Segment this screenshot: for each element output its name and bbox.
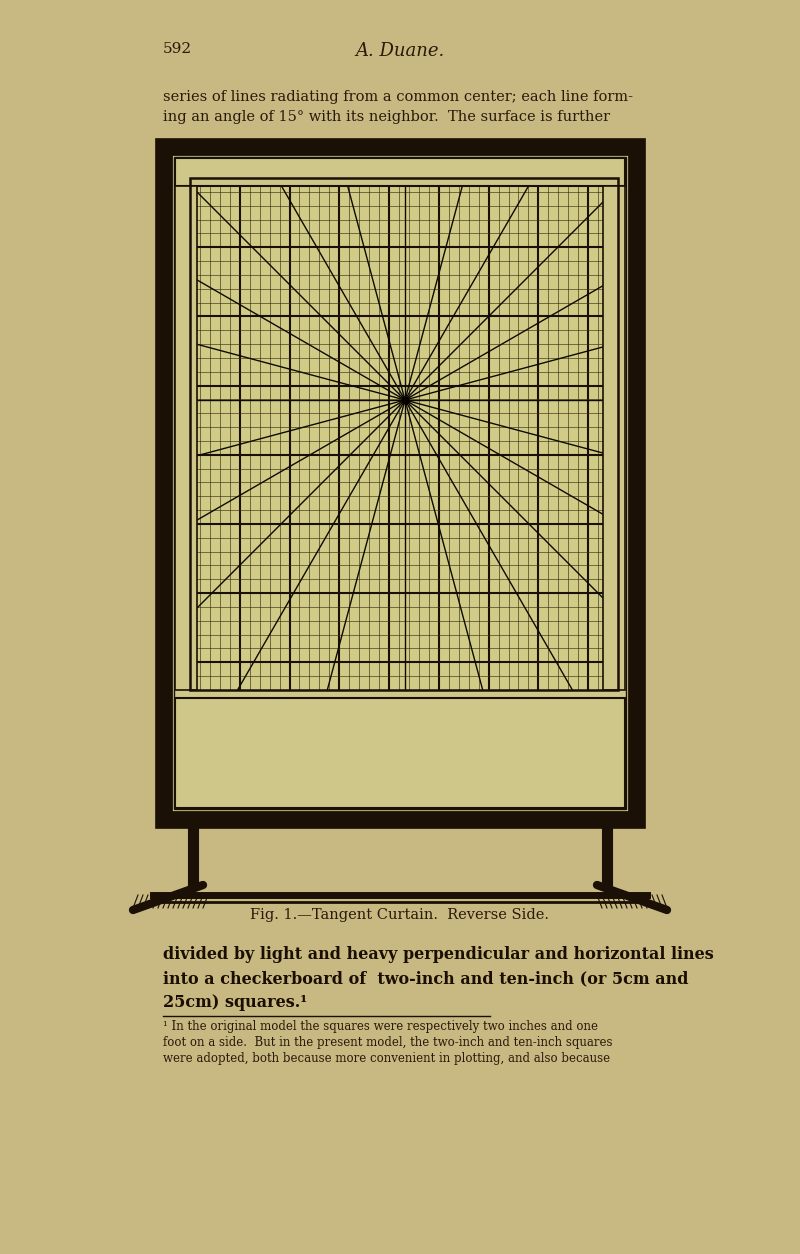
Bar	[175, 186, 197, 690]
Text: A. Duane.: A. Duane.	[355, 41, 445, 60]
Text: 592: 592	[163, 41, 192, 56]
Bar	[190, 178, 618, 690]
Bar	[190, 178, 618, 690]
Text: Fig. 1.—Tangent Curtain.  Reverse Side.: Fig. 1.—Tangent Curtain. Reverse Side.	[250, 908, 550, 922]
Bar	[163, 145, 637, 820]
Text: foot on a side.  But in the present model, the two-inch and ten-inch squares: foot on a side. But in the present model…	[163, 1036, 613, 1050]
Bar	[603, 186, 625, 690]
Text: ing an angle of 15° with its neighbor.  The surface is further: ing an angle of 15° with its neighbor. T…	[163, 110, 610, 124]
Bar	[174, 157, 626, 809]
Bar	[163, 145, 637, 820]
Text: series of lines radiating from a common center; each line form-: series of lines radiating from a common …	[163, 90, 633, 104]
Text: were adopted, both because more convenient in plotting, and also because: were adopted, both because more convenie…	[163, 1052, 610, 1065]
Text: divided by light and heavy perpendicular and horizontal lines: divided by light and heavy perpendicular…	[163, 946, 714, 963]
Text: into a checkerboard of  two-inch and ten-inch (or 5cm and: into a checkerboard of two-inch and ten-…	[163, 971, 689, 987]
Bar	[175, 698, 625, 808]
Bar	[175, 158, 625, 186]
Bar	[171, 154, 629, 813]
Text: ¹ In the original model the squares were respectively two inches and one: ¹ In the original model the squares were…	[163, 1020, 598, 1033]
Text: 25cm) squares.¹: 25cm) squares.¹	[163, 994, 307, 1011]
